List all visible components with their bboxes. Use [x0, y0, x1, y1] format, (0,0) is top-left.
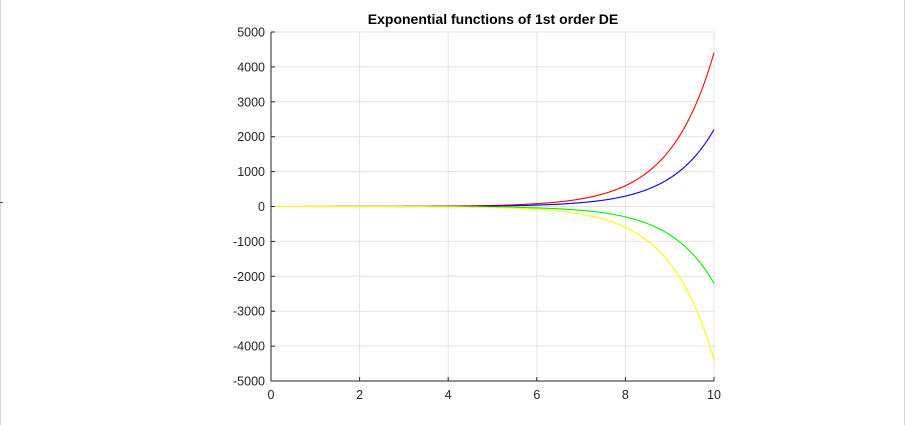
- x-tick-label: 4: [445, 388, 452, 402]
- y-tick-label: -2000: [233, 270, 265, 284]
- x-tick-label: 0: [268, 388, 275, 402]
- x-tick-label: 6: [533, 388, 540, 402]
- y-tick-label: -4000: [233, 340, 265, 354]
- axes: [270, 31, 715, 382]
- y-tick-label: 2000: [237, 130, 265, 144]
- x-tick-label: 8: [622, 388, 629, 402]
- y-tick-label: -3000: [233, 305, 265, 319]
- y-tick-label: -5000: [233, 375, 265, 389]
- y-tick-label: 4000: [237, 60, 265, 74]
- x-tick-label: 10: [707, 388, 721, 402]
- frame-tick-mark: [0, 202, 3, 203]
- frame-left-edge: [0, 0, 1, 425]
- series-line-4: [271, 205, 715, 361]
- y-tick-label: 5000: [237, 26, 265, 40]
- y-tick-labels: 5000 4000 3000 2000 1000 0 -1000 -2000 -3000 -400…: [233, 26, 265, 389]
- grid-lines: [270, 31, 715, 382]
- chart-title: Exponential functions of 1st order DE: [368, 11, 618, 27]
- x-tick-label: 2: [356, 388, 363, 402]
- y-tick-label: 0: [258, 200, 265, 214]
- series-group: [271, 52, 715, 361]
- x-tick-labels: 0 2 4 6 8 10: [268, 388, 721, 402]
- y-tick-label: 1000: [237, 165, 265, 179]
- y-tick-label: 3000: [237, 95, 265, 109]
- y-tick-label: -1000: [233, 235, 265, 249]
